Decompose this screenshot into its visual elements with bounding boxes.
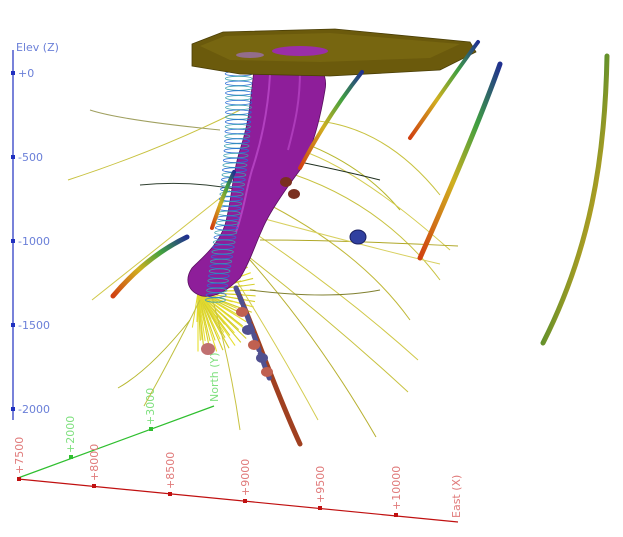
spiral-loop: [205, 297, 226, 303]
elevation-tick-marker: [11, 71, 15, 75]
spiral-loop: [222, 162, 248, 168]
north-axis-title: North (Y): [208, 352, 221, 402]
spiral-loop: [223, 152, 249, 159]
spiral-loop: [223, 143, 250, 149]
east-tick-label: +9500: [314, 466, 327, 503]
spiral-loop: [224, 119, 252, 125]
elevation-tick-marker: [11, 407, 15, 411]
spiral-loop: [218, 196, 243, 202]
elevation-tick-label: -500: [18, 151, 43, 164]
drillhole-fan-ray: [197, 291, 211, 327]
spiral-loop: [222, 157, 248, 163]
topography-surface: [191, 28, 477, 77]
drillhole-fan-ray: [197, 291, 208, 334]
spiral-loop: [224, 75, 253, 82]
spiral-loop: [212, 239, 236, 245]
drillhole-fan-ray: [197, 291, 212, 320]
spiral-loop: [209, 263, 232, 269]
elevation-tick-marker: [11, 323, 15, 327]
spiral-loop: [220, 181, 245, 188]
east-tick-label: +8000: [88, 444, 101, 481]
drillhole-fan-ray: [196, 291, 199, 322]
elevation-axis: Elev (Z) +0 -500 -1000 -1500 -2000: [11, 41, 59, 420]
spiral-loop: [208, 268, 231, 274]
spiral-loop: [215, 220, 239, 226]
spiral-loop: [224, 128, 251, 135]
east-axis-title: East (X): [450, 475, 463, 518]
spiral-loop: [205, 292, 227, 298]
spiral-loop: [224, 138, 250, 144]
north-tick-label: +3000: [144, 388, 157, 425]
spiral-loop: [224, 133, 251, 139]
east-tick-label: +7500: [13, 437, 26, 474]
spiral-loop: [219, 191, 244, 197]
spiral-loop: [214, 229, 238, 236]
elevation-tick-label: -1500: [18, 319, 50, 332]
east-tick-marker: [394, 513, 398, 517]
spiral-loop: [225, 85, 253, 91]
east-tick-marker: [318, 506, 322, 510]
drillhole-fan-ray: [197, 291, 230, 349]
elevation-axis-title: Elev (Z): [16, 41, 59, 54]
east-tick-marker: [243, 499, 247, 503]
north-tick-label: +2000: [64, 416, 77, 453]
east-tick-marker: [168, 492, 172, 496]
elevation-tick-marker: [11, 239, 15, 243]
spiral-drillhole[interactable]: [205, 37, 253, 303]
spiral-loop: [208, 273, 230, 279]
spiral-loop: [225, 104, 252, 111]
orebody-shape[interactable]: [187, 55, 327, 297]
east-tick-marker: [17, 477, 21, 481]
spiral-loop: [212, 244, 235, 250]
spiral-loop: [225, 99, 253, 106]
sample-discs[interactable]: [201, 177, 367, 377]
elevation-tick-label: -1000: [18, 235, 50, 248]
spiral-loop: [210, 254, 233, 260]
spiral-loop: [210, 258, 233, 265]
spiral-loop: [214, 225, 239, 231]
spiral-loop: [220, 186, 245, 192]
spiral-loop: [224, 124, 251, 130]
spiral-loop: [223, 148, 249, 154]
north-tick-marker: [149, 427, 153, 431]
east-axis: +7500 +8000 +8500 +9000 +9500 +10000 East (X): [13, 437, 463, 523]
east-tick-marker: [92, 484, 96, 488]
north-axis: +2000 +3000 North (Y): [17, 352, 221, 479]
spiral-loop: [225, 109, 252, 115]
spiral-loop: [206, 287, 228, 293]
east-tick-label: +8500: [164, 452, 177, 489]
spiral-loop: [224, 80, 253, 86]
elevation-tick-marker: [11, 155, 15, 159]
spiral-loop: [206, 282, 229, 289]
spiral-loop: [225, 95, 253, 101]
drillhole-fan-ray: [197, 291, 203, 340]
spiral-loop: [211, 249, 234, 255]
drillhole-fan-ray: [197, 291, 226, 325]
elevation-tick-label: +0: [18, 67, 34, 80]
elevation-tick-label: -2000: [18, 403, 50, 416]
east-tick-label: +9000: [239, 459, 252, 496]
spiral-loop: [225, 114, 252, 120]
spiral-loop: [207, 278, 229, 284]
spiral-loop: [225, 90, 253, 96]
spiral-loop: [213, 234, 237, 241]
east-tick-label: +10000: [390, 466, 403, 510]
north-tick-marker: [69, 455, 73, 459]
